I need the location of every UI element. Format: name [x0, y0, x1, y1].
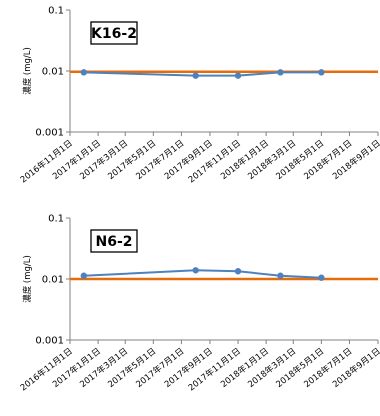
chart-panel-k16-2: 0.1 0.01 0.001 濃度 (mg/L) 2016年11月1日 2017年1月1日… — [18, 6, 380, 186]
data-point — [192, 267, 199, 274]
x-tick-label: 2017年7月1日 — [134, 138, 186, 182]
x-tick-label: 2018年7月1日 — [302, 346, 354, 390]
y-tick-label: 0.001 — [35, 336, 64, 347]
y-tick-label: 0.01 — [42, 275, 64, 286]
data-point — [277, 272, 284, 279]
data-point — [318, 69, 325, 76]
x-tick-label: 2018年5月1日 — [274, 138, 326, 182]
station-label: K16-2 — [91, 26, 137, 42]
y-tick-label: 0.001 — [35, 128, 64, 139]
data-point — [318, 274, 325, 281]
x-tick-label: 2018年9月1日 — [330, 138, 380, 182]
series-line — [83, 269, 322, 279]
data-point — [80, 69, 88, 76]
x-tick-label: 2018年9月1日 — [330, 346, 380, 390]
y-axis-label: 濃度 (mg/L) — [22, 47, 33, 95]
data-point — [234, 72, 242, 79]
data-point — [277, 69, 284, 76]
data-point — [192, 72, 199, 79]
y-tick-label: 0.01 — [42, 67, 64, 78]
x-tick-label: 2017年7月1日 — [134, 346, 186, 390]
x-tick-label: 2018年7月1日 — [302, 138, 354, 182]
x-tick-label: 2017年5月1日 — [106, 346, 158, 390]
x-tick-label: 2017年5月1日 — [106, 138, 158, 182]
y-tick-label: 0.1 — [48, 214, 64, 225]
x-tick-label: 2018年5月1日 — [274, 346, 326, 390]
y-axis-label: 濃度 (mg/L) — [22, 255, 33, 303]
data-point — [234, 268, 242, 275]
station-label-box: K16-2 — [90, 21, 138, 45]
station-label-box: N6-2 — [90, 229, 138, 253]
chart-panel-n6-2: 0.1 0.01 0.001 濃度 (mg/L) 2016年11月1日 2017年1月1日… — [0, 208, 380, 416]
y-tick-label: 0.1 — [48, 6, 64, 17]
data-point — [80, 272, 88, 279]
station-label: N6-2 — [95, 234, 132, 250]
